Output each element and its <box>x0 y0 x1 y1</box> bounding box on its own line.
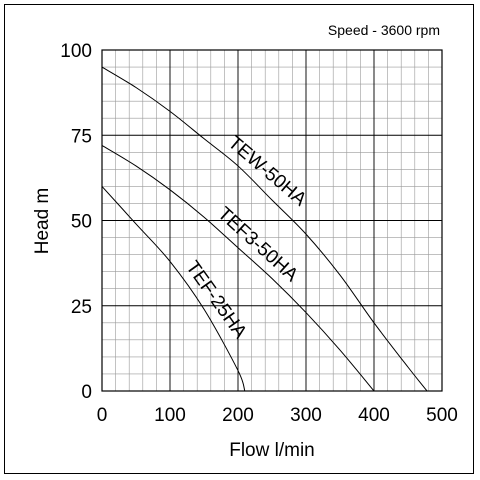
plot-border <box>101 49 443 392</box>
x-tick-label: 300 <box>290 405 322 426</box>
series-line-tef3-50ha <box>101 145 375 392</box>
y-tick-label: 100 <box>60 41 92 62</box>
x-tick-label: 200 <box>222 405 254 426</box>
y-tick-label: 50 <box>71 212 92 233</box>
series-line-tef-25ha <box>101 186 246 392</box>
chart-frame <box>4 4 474 474</box>
speed-annotation: Speed - 3600 rpm <box>328 22 440 38</box>
series-lines <box>101 66 428 392</box>
series-label-tef3-50ha: TEF3-50HA <box>213 203 302 286</box>
x-tick-label: 0 <box>97 405 108 426</box>
y-tick-label: 25 <box>71 297 92 318</box>
x-tick-label: 500 <box>426 405 458 426</box>
series-line-tew-50ha <box>101 66 428 392</box>
y-tick-label: 0 <box>81 382 92 403</box>
y-tick-label: 75 <box>71 126 92 147</box>
y-tick-labels: 0 25 50 75 100 <box>60 41 92 403</box>
x-axis-label: Flow l/min <box>229 440 315 461</box>
series-label-tew-50ha: TEW-50HA <box>224 132 311 210</box>
x-tick-label: 100 <box>154 405 186 426</box>
x-tick-label: 400 <box>358 405 390 426</box>
x-tick-labels: 0 100 200 300 400 500 <box>97 405 458 426</box>
y-axis-label: Head m <box>32 188 53 255</box>
